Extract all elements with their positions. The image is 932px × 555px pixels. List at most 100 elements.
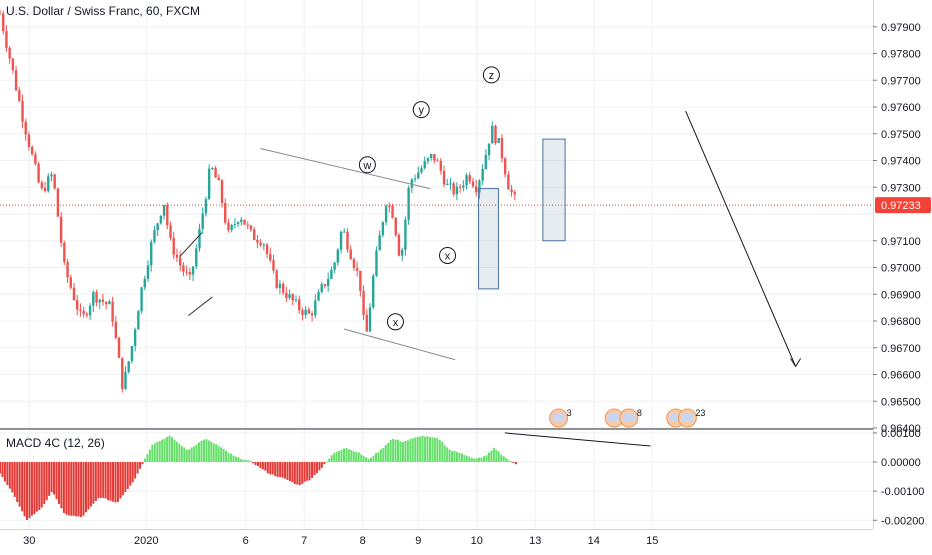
candle-body (40, 182, 44, 188)
macd-bar (406, 440, 409, 463)
candle-body (413, 178, 417, 180)
macd-bar (183, 447, 186, 463)
macd-bar (281, 462, 284, 478)
macd-bar (323, 462, 326, 465)
macd-bar (397, 439, 400, 463)
macd-bar (298, 462, 301, 486)
candle-body (27, 134, 31, 147)
wave-label-circle (358, 156, 376, 174)
candle-body (265, 244, 269, 254)
macd-bar (225, 450, 228, 463)
macd-bar (495, 449, 498, 463)
candle-body (72, 287, 76, 301)
candle-body (56, 188, 60, 217)
macd-bar (330, 455, 333, 463)
macd-bar (72, 462, 75, 516)
macd-bar (173, 439, 176, 463)
macd-bar (6, 462, 9, 486)
event-badge[interactable]: 8 (619, 408, 642, 428)
macd-bar (350, 449, 353, 463)
candle-body (384, 205, 388, 223)
candle-body (246, 224, 249, 226)
macd-layer (0, 435, 517, 521)
candle-body (43, 187, 47, 192)
candle-body (281, 283, 285, 293)
candle-body (355, 267, 359, 271)
macd-bar (26, 462, 29, 521)
candle-body (436, 160, 439, 162)
macd-bar (207, 440, 210, 463)
macd-bar (483, 456, 486, 463)
candle-body (410, 179, 414, 188)
event-badge[interactable]: 23 (677, 408, 705, 428)
channel-line-lower (188, 296, 213, 317)
candle-body (420, 168, 423, 173)
wave-label-circle (482, 66, 500, 84)
price-tick-label: 0.96700 (881, 343, 921, 355)
candle-body (146, 265, 150, 279)
candle-body (37, 163, 40, 183)
candle-body (278, 283, 282, 288)
candle-body (127, 361, 130, 372)
macd-bar (497, 451, 500, 463)
candle-body (69, 277, 72, 288)
candle-body (178, 257, 182, 266)
forecast-arrow (685, 110, 797, 367)
candle-body (298, 299, 301, 311)
macd-bar (237, 457, 240, 463)
candle-body (510, 189, 513, 193)
macd-bar (271, 462, 274, 475)
macd-bar (220, 447, 223, 463)
macd-bar (318, 462, 321, 471)
macd-bar (311, 462, 314, 478)
macd-bar (414, 437, 417, 463)
candle-body (207, 168, 211, 200)
macd-bar (109, 462, 112, 501)
macd-bar (99, 462, 102, 498)
candle-body (240, 219, 243, 223)
macd-bar (370, 457, 373, 463)
macd-bar (18, 462, 21, 507)
price-axis[interactable]: 0.97233 0.97900 0.97800 0.97700 0.97600 0.975… (873, 22, 931, 528)
macd-bar (57, 462, 60, 504)
macd-bar (89, 462, 92, 507)
macd-bar (92, 462, 95, 504)
macd-bar (185, 449, 188, 463)
candle-body (175, 254, 179, 258)
candle-body (349, 249, 352, 260)
macd-bar (215, 444, 218, 463)
macd-bar (62, 462, 65, 513)
time-axis[interactable]: 30 2020 6 7 8 9 10 13 14 15 (23, 535, 658, 547)
candle-body (500, 138, 504, 159)
candle-body (417, 172, 420, 179)
candle-body (249, 225, 253, 230)
event-badge[interactable]: 3 (549, 408, 572, 428)
wave-label-circle (412, 101, 430, 119)
us-flag-icon (608, 414, 621, 422)
candle-body (63, 242, 66, 263)
macd-bar (212, 443, 215, 463)
trendline-upper (260, 147, 431, 190)
macd-bar (384, 445, 387, 463)
candle-body (262, 244, 266, 246)
candle-body (172, 237, 175, 255)
forecast-arrow-head (790, 358, 802, 368)
macd-bar (23, 462, 26, 517)
macd-tick-label: 0.00000 (881, 457, 921, 469)
macd-bar (404, 441, 407, 463)
macd-bar (374, 453, 377, 463)
candle-body (446, 184, 449, 186)
candle-body (256, 239, 259, 243)
macd-bar (116, 462, 119, 502)
macd-bar (53, 462, 56, 495)
macd-bar (3, 462, 6, 482)
candle-body (156, 223, 159, 231)
candle-body (423, 161, 426, 169)
candle-body (404, 219, 407, 250)
candle-body (407, 187, 410, 220)
macd-bar (156, 441, 159, 463)
macd-bar (424, 436, 427, 463)
candle-body (359, 270, 362, 292)
